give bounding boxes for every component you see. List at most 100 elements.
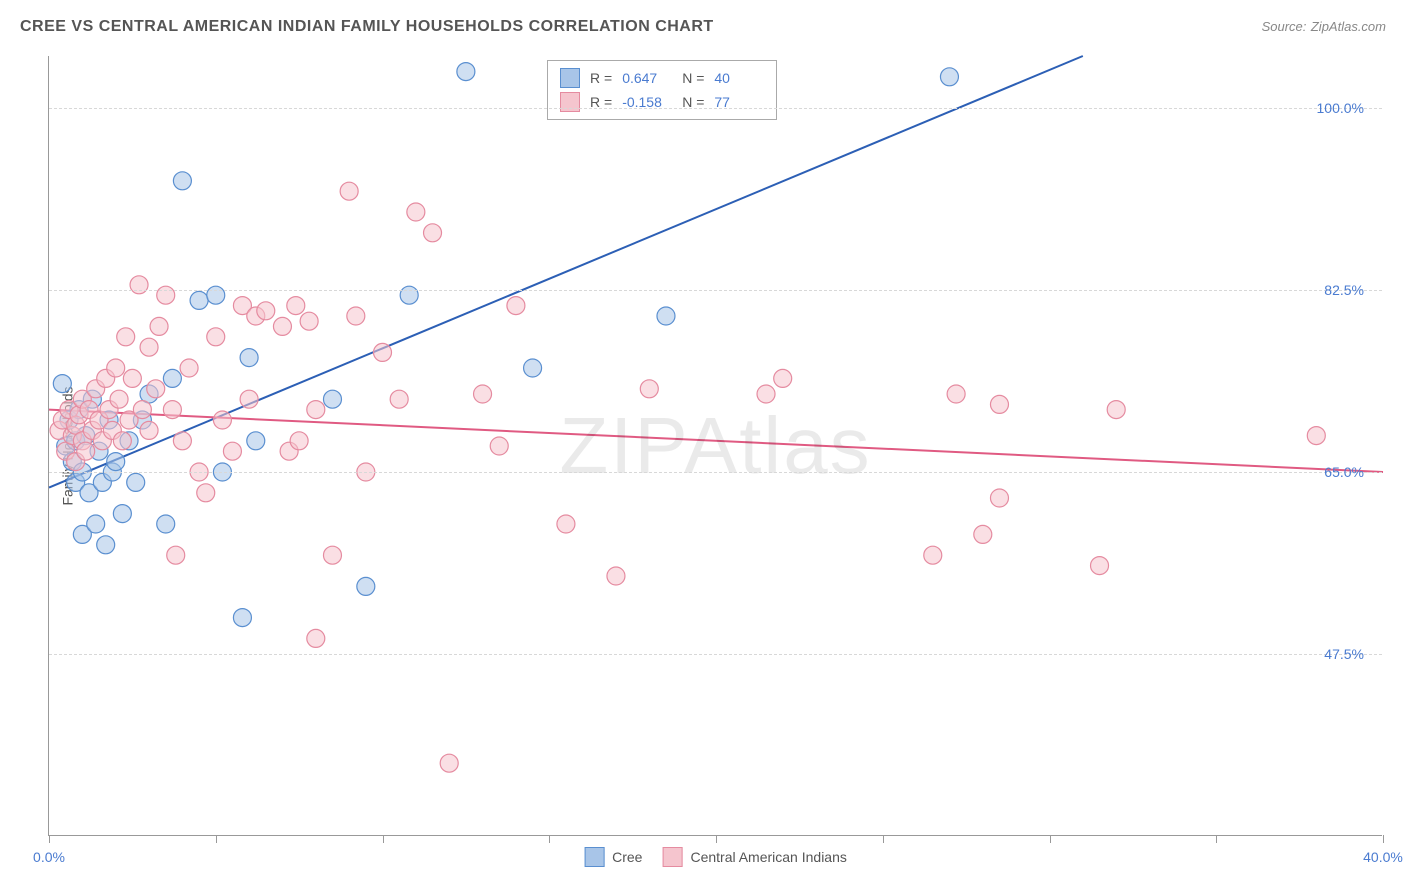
x-tick — [716, 835, 717, 843]
data-point — [507, 297, 525, 315]
gridline — [49, 108, 1382, 109]
data-point — [290, 432, 308, 450]
data-point — [173, 432, 191, 450]
legend-swatch — [662, 847, 682, 867]
x-tick — [49, 835, 50, 843]
data-point — [407, 203, 425, 221]
data-point — [127, 473, 145, 491]
data-point — [233, 609, 251, 627]
x-tick — [549, 835, 550, 843]
gridline — [49, 472, 1382, 473]
data-point — [213, 411, 231, 429]
data-point — [1091, 557, 1109, 575]
plot-area: ZIPAtlas R =0.647N =40R =-0.158N =77 Cre… — [48, 56, 1382, 836]
data-point — [374, 343, 392, 361]
data-point — [440, 754, 458, 772]
gridline — [49, 654, 1382, 655]
data-point — [257, 302, 275, 320]
data-point — [197, 484, 215, 502]
data-point — [757, 385, 775, 403]
y-tick-label: 82.5% — [1324, 282, 1364, 298]
x-tick — [1050, 835, 1051, 843]
data-point — [247, 432, 265, 450]
data-point — [223, 442, 241, 460]
data-point — [357, 577, 375, 595]
r-value: 0.647 — [622, 70, 672, 86]
data-point — [300, 312, 318, 330]
data-point — [110, 390, 128, 408]
data-point — [157, 515, 175, 533]
legend-stat-row: R =0.647N =40 — [560, 66, 764, 90]
data-point — [990, 395, 1008, 413]
data-point — [557, 515, 575, 533]
data-point — [490, 437, 508, 455]
data-point — [107, 359, 125, 377]
data-point — [180, 359, 198, 377]
data-point — [424, 224, 442, 242]
y-tick-label: 100.0% — [1317, 100, 1364, 116]
chart-svg — [49, 56, 1382, 835]
data-point — [147, 380, 165, 398]
data-point — [167, 546, 185, 564]
legend-swatch — [560, 68, 580, 88]
data-point — [140, 338, 158, 356]
data-point — [207, 328, 225, 346]
n-value: 40 — [714, 70, 764, 86]
source-label: Source: — [1262, 19, 1307, 34]
data-point — [87, 515, 105, 533]
data-point — [924, 546, 942, 564]
data-point — [140, 421, 158, 439]
data-point — [640, 380, 658, 398]
data-point — [323, 546, 341, 564]
legend-stat-row: R =-0.158N =77 — [560, 90, 764, 114]
data-point — [163, 401, 181, 419]
data-point — [273, 317, 291, 335]
legend-label: Central American Indians — [690, 849, 846, 865]
data-point — [190, 291, 208, 309]
data-point — [207, 286, 225, 304]
data-point — [390, 390, 408, 408]
data-point — [150, 317, 168, 335]
x-tick — [1383, 835, 1384, 843]
data-point — [1307, 427, 1325, 445]
y-tick-label: 47.5% — [1324, 646, 1364, 662]
data-point — [107, 453, 125, 471]
data-point — [323, 390, 341, 408]
data-point — [53, 375, 71, 393]
data-point — [240, 349, 258, 367]
data-point — [457, 63, 475, 81]
legend-item: Central American Indians — [662, 847, 846, 867]
x-tick-label: 0.0% — [33, 849, 65, 865]
y-tick-label: 65.0% — [1324, 464, 1364, 480]
data-point — [113, 505, 131, 523]
data-point — [657, 307, 675, 325]
data-point — [240, 390, 258, 408]
data-point — [1107, 401, 1125, 419]
data-point — [400, 286, 418, 304]
data-point — [123, 369, 141, 387]
x-tick-label: 40.0% — [1363, 849, 1403, 865]
data-point — [163, 369, 181, 387]
legend-swatch — [584, 847, 604, 867]
gridline — [49, 290, 1382, 291]
data-point — [347, 307, 365, 325]
data-point — [287, 297, 305, 315]
series-legend: CreeCentral American Indians — [584, 847, 847, 867]
source-credit: Source: ZipAtlas.com — [1262, 18, 1386, 36]
data-point — [77, 442, 95, 460]
data-point — [990, 489, 1008, 507]
trend-line — [49, 56, 1083, 488]
x-tick — [216, 835, 217, 843]
x-tick — [1216, 835, 1217, 843]
x-tick — [383, 835, 384, 843]
n-label: N = — [682, 70, 704, 86]
data-point — [133, 401, 151, 419]
data-point — [307, 629, 325, 647]
data-point — [157, 286, 175, 304]
data-point — [173, 172, 191, 190]
data-point — [524, 359, 542, 377]
data-point — [774, 369, 792, 387]
data-point — [607, 567, 625, 585]
data-point — [974, 525, 992, 543]
data-point — [97, 536, 115, 554]
